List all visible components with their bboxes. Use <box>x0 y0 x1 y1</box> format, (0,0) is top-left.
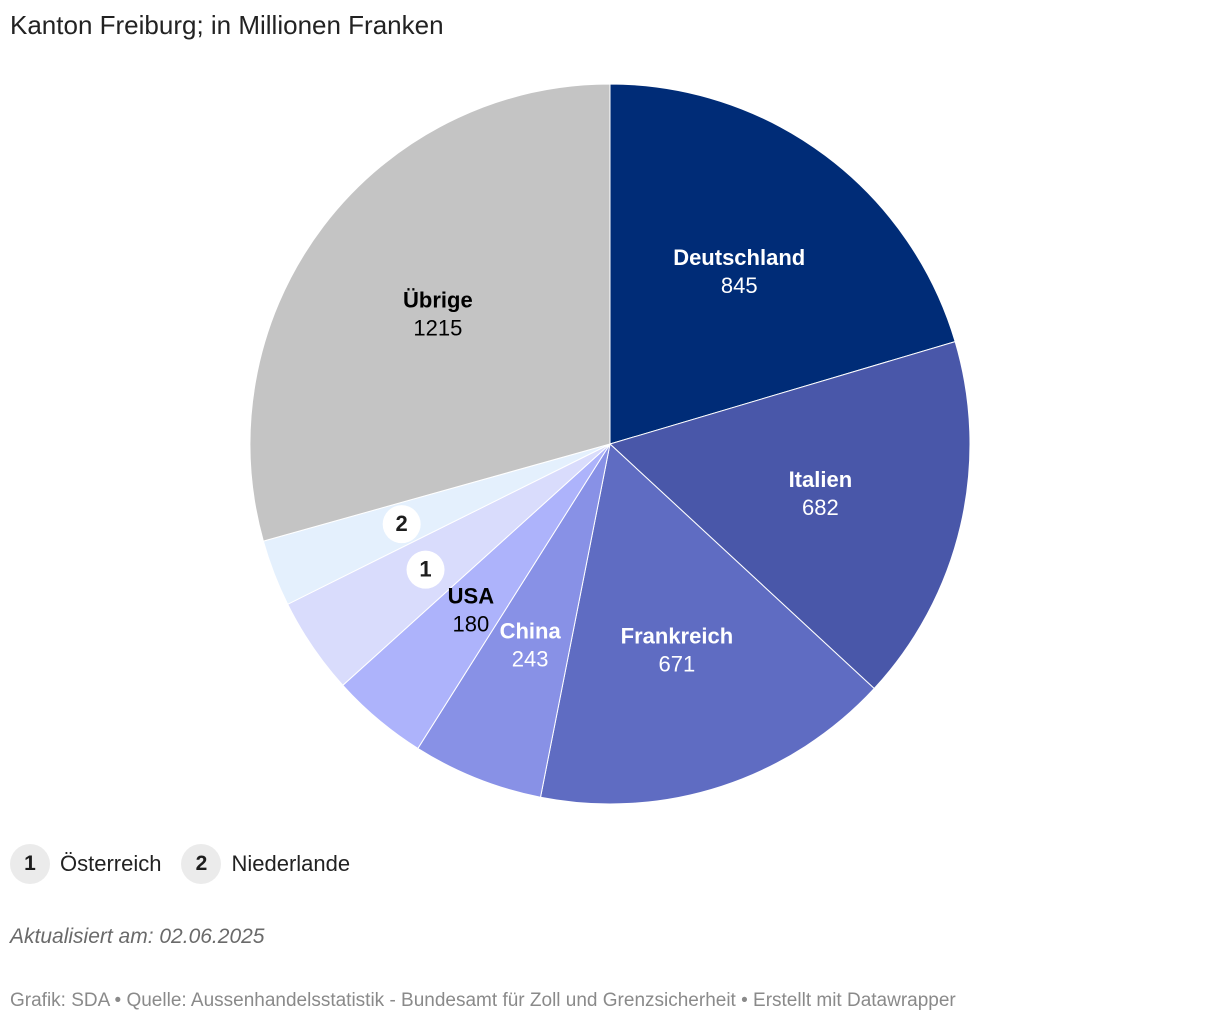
slice-label-frankreich: Frankreich <box>621 623 734 648</box>
slice-label-usa: USA <box>448 583 495 608</box>
slice-value-italien: 682 <box>802 495 839 520</box>
legend-label-2: Niederlande <box>231 851 351 876</box>
slice-marker-niederlande: 2 <box>382 505 421 544</box>
pie-slice-china <box>417 443 611 798</box>
pie-slice-italien <box>609 341 971 690</box>
slice-value-usa: 180 <box>453 611 490 636</box>
chart-title: Kanton Freiburg; in Millionen Franken <box>10 10 444 40</box>
svg-text:2: 2 <box>396 511 408 536</box>
legend: 1 Österreich 2 Niederlande <box>10 844 370 884</box>
legend-marker-2: 2 <box>181 844 222 884</box>
updated-note: Aktualisiert am: 02.06.2025 <box>10 925 265 948</box>
legend-label-1: Österreich <box>60 851 162 876</box>
footer-credits: Grafik: SDA • Quelle: Aussenhandelsstati… <box>10 990 956 1011</box>
slice-label-italien: Italien <box>789 467 853 492</box>
slice-label-china: China <box>500 619 562 644</box>
slice-marker-oesterreich: 1 <box>406 550 445 589</box>
pie-chart: Deutschland 845 Italien 682 Frankreich 671 Chi… <box>249 83 971 805</box>
slice-value-china: 243 <box>512 647 549 672</box>
slice-label-deutschland: Deutschland <box>673 245 805 270</box>
svg-text:1: 1 <box>419 557 431 582</box>
legend-marker-1: 1 <box>10 844 50 884</box>
pie-slice-deutschland <box>609 83 956 445</box>
slice-label-uebrige: Übrige <box>403 287 473 312</box>
slice-value-deutschland: 845 <box>721 273 758 298</box>
pie-slice-uebrige <box>249 83 611 542</box>
legend-item-1: 1 Österreich <box>10 844 161 884</box>
pie-slice-frankreich <box>539 443 875 805</box>
legend-item-2: 2 Niederlande <box>181 844 350 884</box>
slice-value-uebrige: 1215 <box>413 315 462 340</box>
slice-value-frankreich: 671 <box>659 651 696 676</box>
